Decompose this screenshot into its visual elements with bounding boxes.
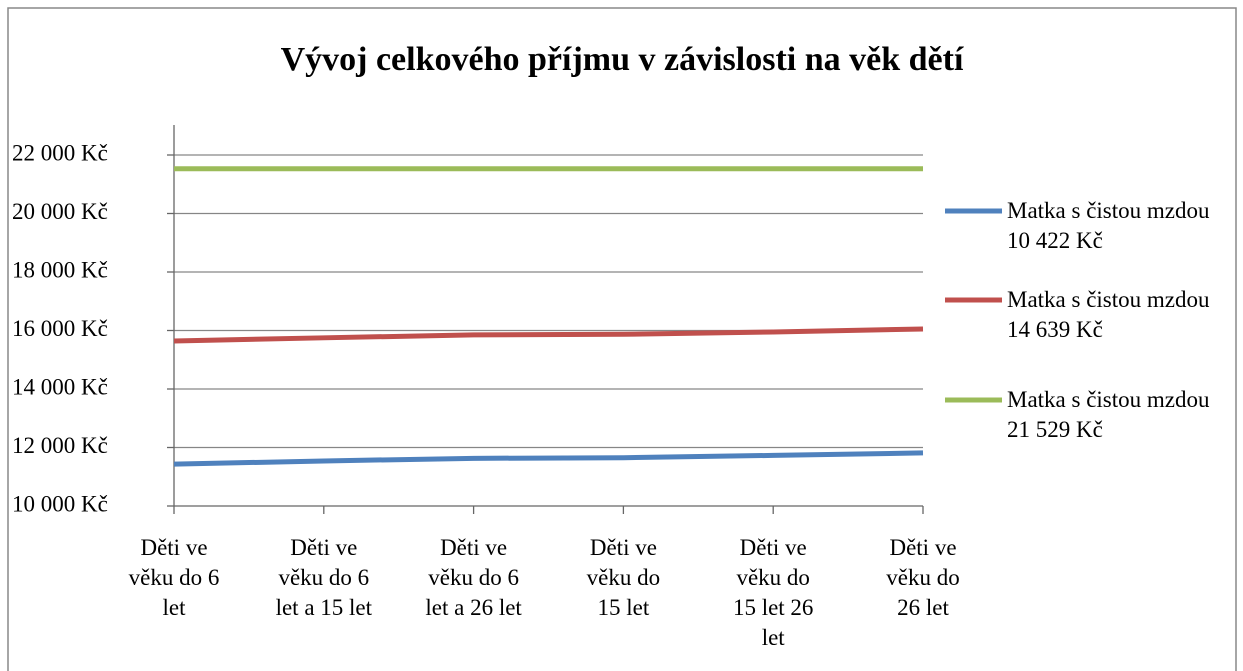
x-tick-label: Děti ve věku do 26 let: [886, 535, 959, 620]
chart-title: Vývoj celkového příjmu v závislosti na v…: [281, 41, 964, 78]
y-tick-label: 12 000 Kč: [12, 433, 108, 458]
y-tick-label: 22 000 Kč: [12, 140, 108, 165]
x-tick-label: Děti ve věku do 6 let a 26 let: [425, 535, 522, 620]
legend-label: Matka s čistou mzdou 14 639 Kč: [1007, 287, 1210, 342]
series-line: [173, 326, 924, 344]
x-tick-label: Děti ve věku do 15 let: [587, 535, 660, 620]
x-tick-label: Děti ve věku do 15 let 26 let: [733, 535, 814, 650]
y-tick-label: 16 000 Kč: [12, 316, 108, 341]
legend-label: Matka s čistou mzdou 21 529 Kč: [1007, 387, 1210, 442]
chart-frame: [7, 7, 1237, 671]
y-tick-label: 18 000 Kč: [12, 257, 108, 282]
series-line: [173, 450, 924, 467]
x-tick-label: Děti ve věku do 6 let a 15 let: [276, 535, 373, 620]
y-tick-label: 20 000 Kč: [12, 199, 108, 224]
y-tick-label: 14 000 Kč: [12, 374, 108, 399]
x-tick-label: Děti ve věku do 6 let: [129, 535, 220, 620]
legend-label: Matka s čistou mzdou 10 422 Kč: [1007, 198, 1210, 253]
y-tick-label: 10 000 Kč: [12, 491, 108, 516]
